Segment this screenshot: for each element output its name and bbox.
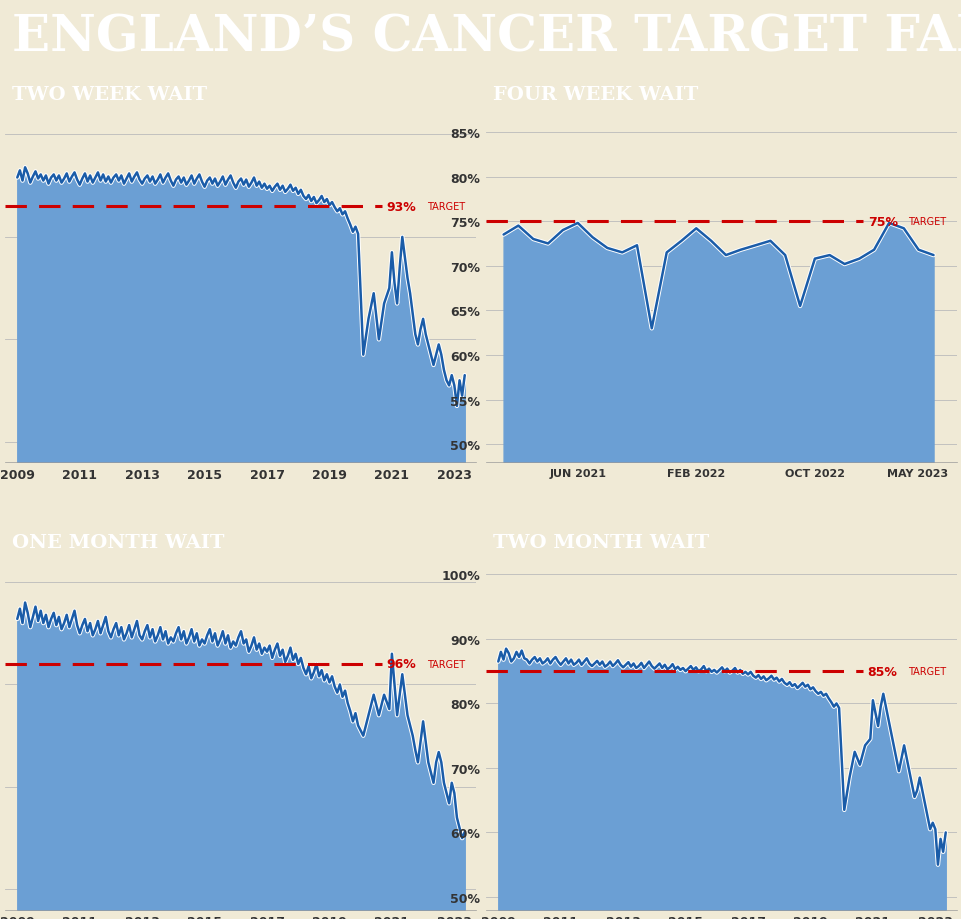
Text: TWO WEEK WAIT: TWO WEEK WAIT [12, 86, 207, 104]
Text: TARGET: TARGET [427, 202, 464, 212]
Text: TARGET: TARGET [907, 217, 945, 227]
Text: 75%: 75% [867, 215, 897, 229]
Text: TWO MONTH WAIT: TWO MONTH WAIT [492, 533, 708, 551]
Text: ENGLAND’S CANCER TARGET FAILURE: ENGLAND’S CANCER TARGET FAILURE [12, 13, 961, 62]
Text: 85%: 85% [867, 665, 897, 678]
Text: 96%: 96% [386, 658, 416, 671]
Text: 93%: 93% [386, 200, 416, 213]
Text: FOUR WEEK WAIT: FOUR WEEK WAIT [492, 86, 698, 104]
Text: TARGET: TARGET [427, 659, 464, 669]
Text: TARGET: TARGET [907, 666, 945, 676]
Text: ONE MONTH WAIT: ONE MONTH WAIT [12, 533, 224, 551]
